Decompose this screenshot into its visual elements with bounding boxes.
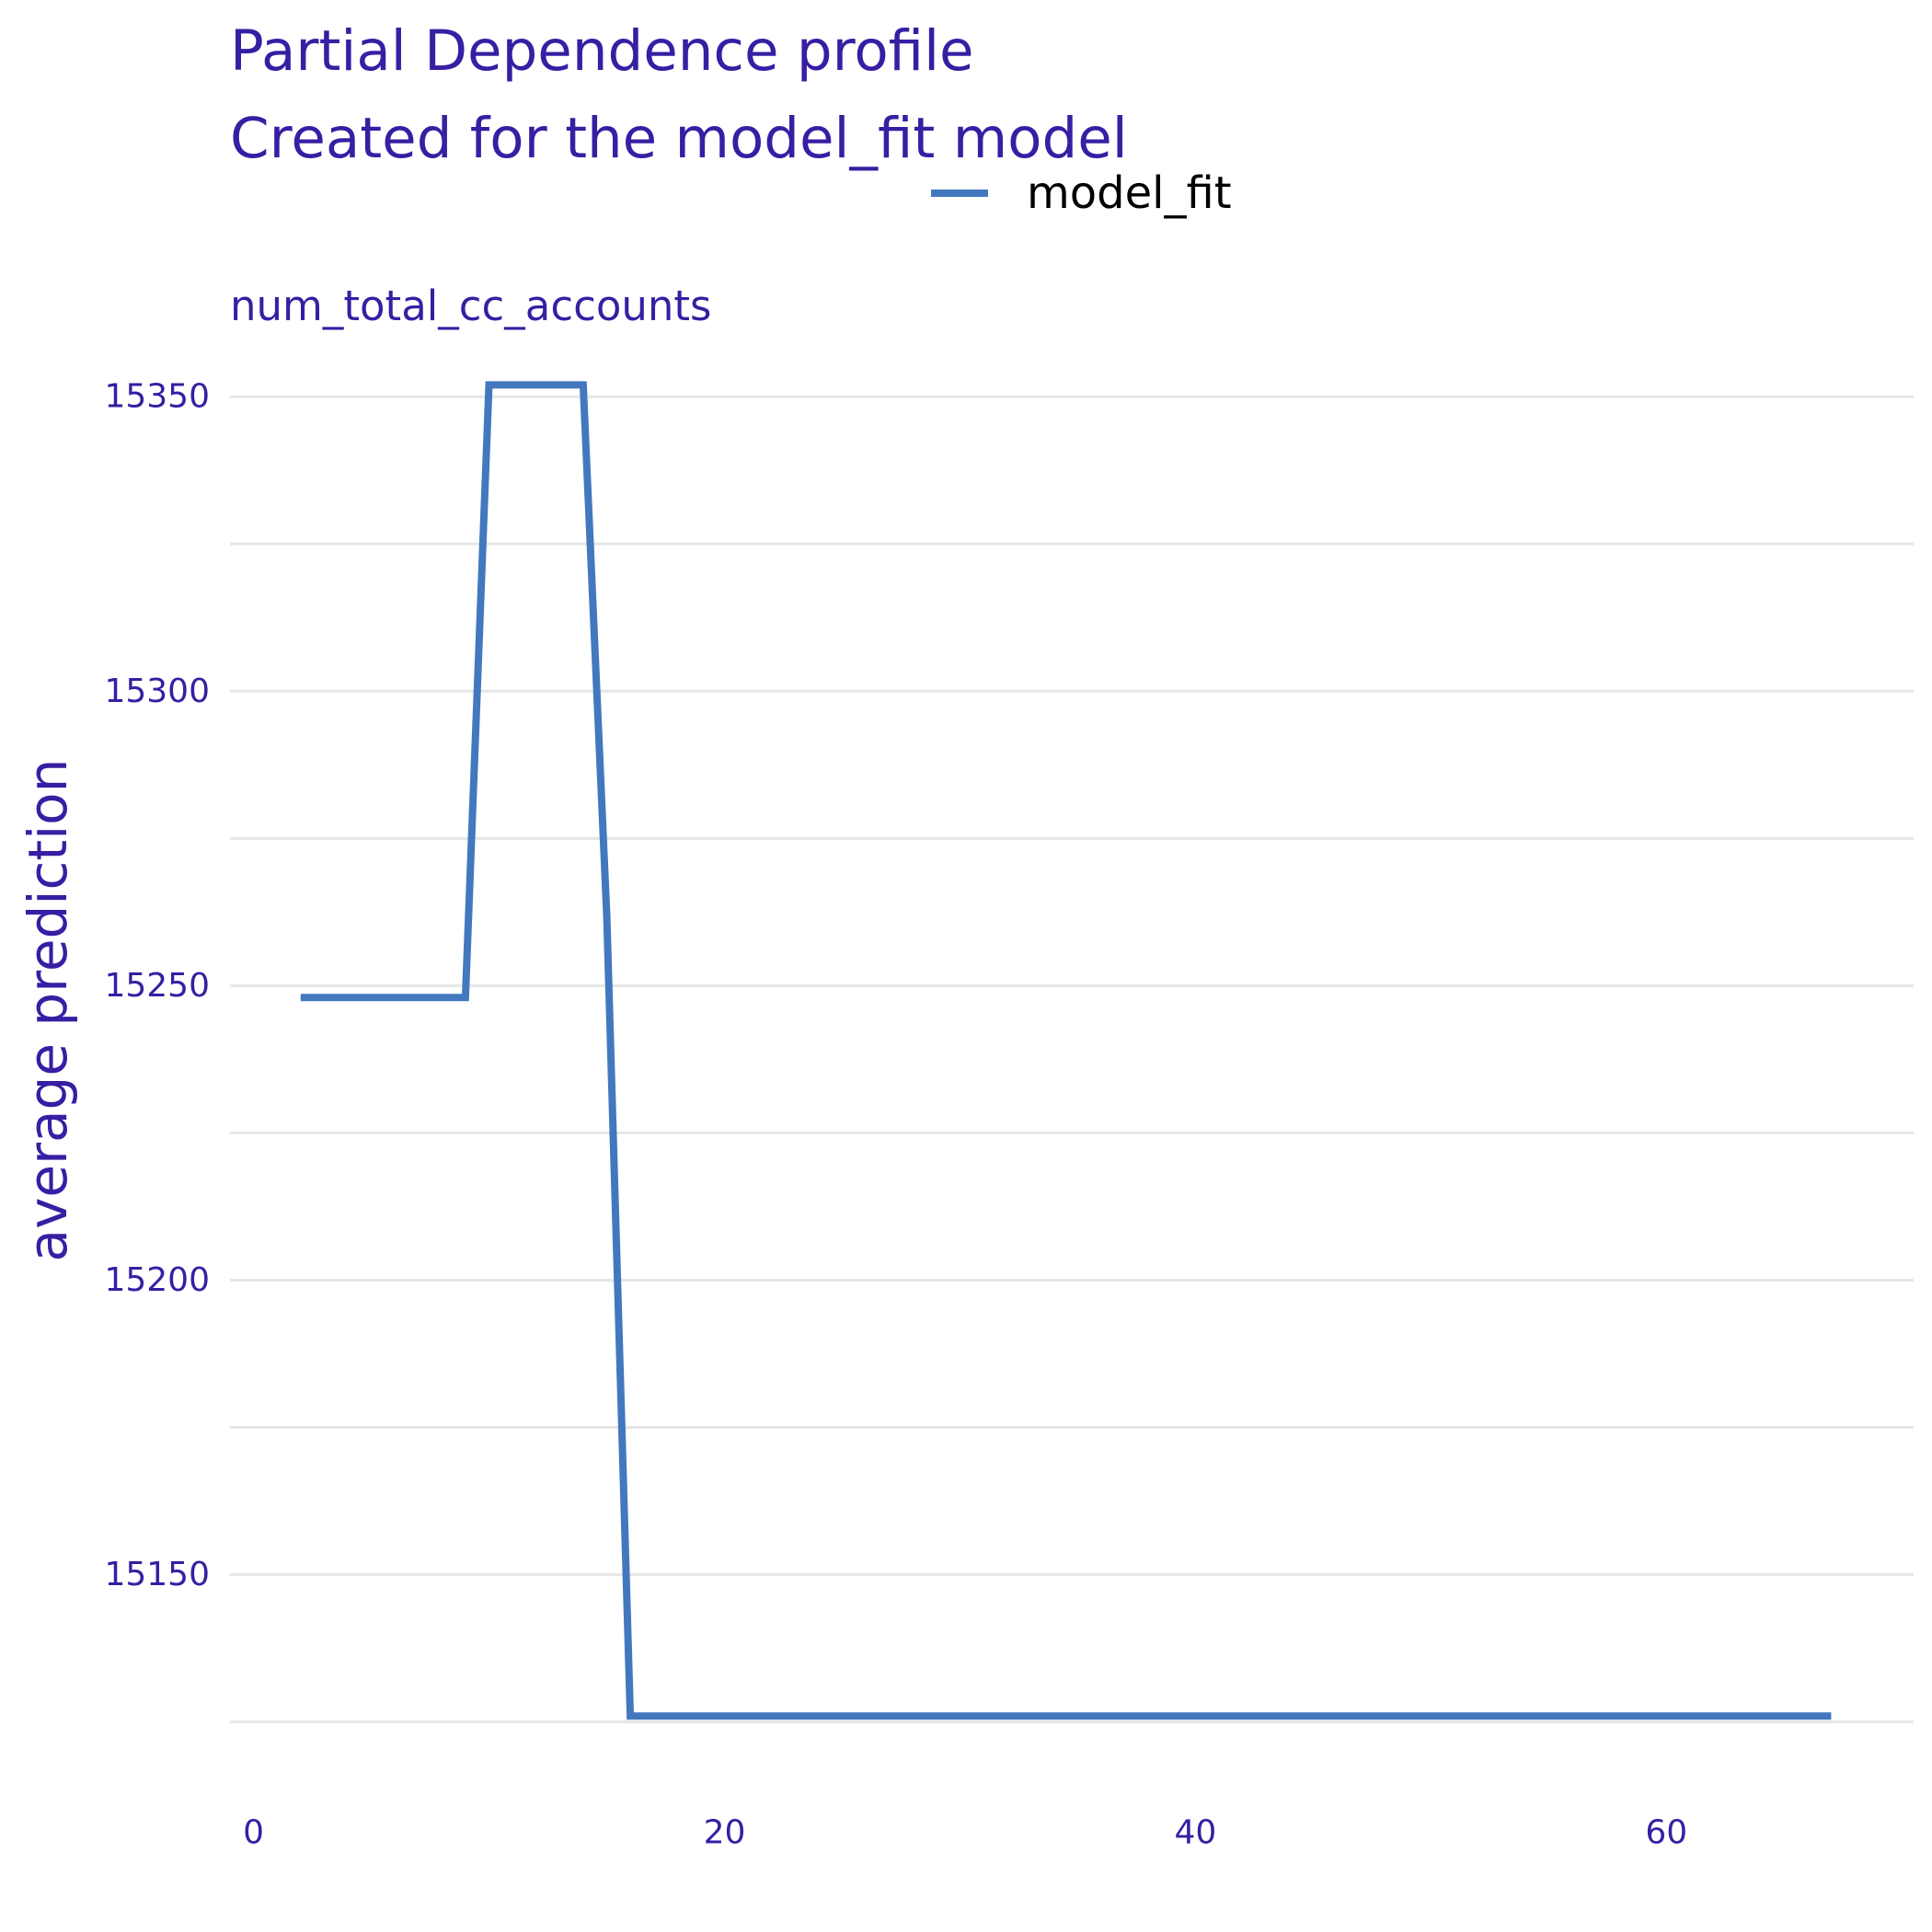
x-tick-label: 60 <box>1645 1814 1687 1852</box>
y-tick-label: 15350 <box>104 378 210 416</box>
y-tick-label: 15150 <box>104 1556 210 1593</box>
series-line-model-fit <box>300 381 1832 1720</box>
x-tick-label: 0 <box>243 1814 264 1852</box>
chart-subtitle: Created for the model_fit model <box>230 106 1128 171</box>
legend-label-model-fit: model_fit <box>1027 167 1232 219</box>
x-tick-label: 40 <box>1174 1814 1216 1852</box>
y-tick-labels: 15150 15200 15250 15300 15350 <box>104 378 210 1593</box>
y-tick-label: 15250 <box>104 967 210 1005</box>
y-tick-label: 15300 <box>104 673 210 710</box>
legend: model_fit <box>931 166 1232 221</box>
x-tick-labels: 0 20 40 60 <box>243 1814 1687 1852</box>
x-tick-label: 20 <box>704 1814 746 1852</box>
panel-title: num_total_cc_accounts <box>230 282 712 330</box>
y-tick-label: 15200 <box>104 1261 210 1299</box>
chart-title: Partial Dependence profile <box>230 18 974 84</box>
series-lines <box>300 381 1832 1720</box>
grid-lines <box>230 395 1914 1724</box>
legend-key-model-fit <box>931 190 988 197</box>
